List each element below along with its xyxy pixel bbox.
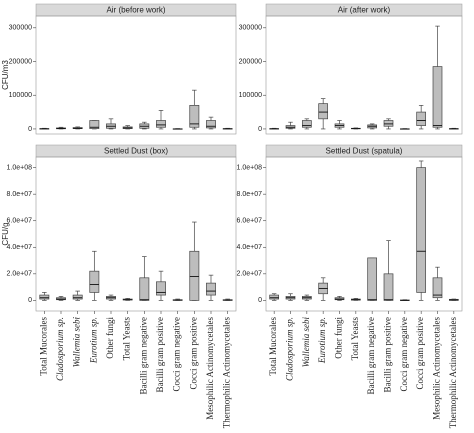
x-tick-label: Total Mucorales <box>268 317 278 376</box>
plot-frame <box>265 156 463 312</box>
x-tick-label: Bacilli gram negative <box>366 317 376 394</box>
x-tick-label: Eurotium sp. <box>317 317 327 364</box>
y-tick-label: 8.0e+07 <box>237 191 263 198</box>
box <box>89 120 100 129</box>
box <box>416 111 427 126</box>
y-tick-label: 200000 <box>239 58 262 65</box>
y-tick-label: 1.0e+08 <box>7 164 33 171</box>
x-tick-label: Total Yeasts <box>350 317 360 361</box>
x-tick-label: Wallemia sebi <box>72 317 82 368</box>
x-tick-label: Bacilli gram positive <box>383 317 393 393</box>
box <box>89 270 100 293</box>
box <box>189 104 200 128</box>
x-tick-label: Cocci gram negative <box>399 317 409 391</box>
box <box>156 281 166 296</box>
panel-title: Settled Dust (spatula) <box>326 147 403 156</box>
x-tick-label: Total Mucorales <box>38 317 48 376</box>
x-tick-label: Cladosporium sp. <box>285 317 295 381</box>
y-tick-label: 2.0e+07 <box>7 271 33 278</box>
box <box>206 282 216 296</box>
x-tick-label: Bacilli gram positive <box>155 317 165 393</box>
x-tick-label: Mesophilic Actinomycetales <box>205 317 215 420</box>
y-tick-label: 0 <box>28 297 32 304</box>
y-tick-label: 100000 <box>9 92 32 99</box>
box <box>383 120 394 127</box>
box <box>189 250 200 301</box>
y-tick-label: 4.0e+07 <box>237 244 263 251</box>
box <box>269 294 280 300</box>
y-tick-label: 0 <box>258 126 262 133</box>
x-tick-label: Other fungi <box>105 317 115 359</box>
box <box>416 167 427 293</box>
x-tick-label: Mesophilic Actinomycetales <box>432 317 442 420</box>
panel-title: Settled Dust (box) <box>104 147 168 156</box>
y-tick-label: 300000 <box>239 25 262 32</box>
box <box>72 294 83 300</box>
x-tick-label: Thermophilic Actinomycetales <box>448 317 458 429</box>
x-tick-label: Cladosporium sp. <box>55 317 65 381</box>
box <box>432 277 443 299</box>
x-tick-label: Cocci gram positive <box>188 317 198 389</box>
plot-frame <box>35 156 237 312</box>
x-tick-label: Eurotium sp. <box>88 317 98 364</box>
x-tick-label: Wallemia sebi <box>301 317 311 368</box>
x-tick-label: Bacilli gram negative <box>138 317 148 394</box>
y-tick-label: 6.0e+07 <box>237 218 263 225</box>
x-tick-label: Total Yeasts <box>122 317 132 361</box>
panel-title: Air (before work) <box>106 6 165 15</box>
y-axis-label: CFU/m3 <box>1 60 10 90</box>
y-tick-label: 1.0e+08 <box>237 164 263 171</box>
y-tick-label: 6.0e+07 <box>7 218 33 225</box>
box <box>156 120 166 128</box>
x-tick-label: Cocci gram positive <box>415 317 425 389</box>
y-tick-label: 0 <box>28 126 32 133</box>
box <box>206 120 216 129</box>
box <box>383 273 394 301</box>
y-tick-label: 300000 <box>9 25 32 32</box>
box <box>367 257 378 301</box>
box <box>301 120 312 128</box>
y-tick-label: 100000 <box>239 92 262 99</box>
x-tick-label: Other fungi <box>334 317 344 359</box>
y-tick-label: 8.0e+07 <box>7 191 33 198</box>
y-tick-label: 4.0e+07 <box>7 244 33 251</box>
y-tick-label: 2.0e+07 <box>237 271 263 278</box>
x-tick-label: Thermophilic Actinomycetales <box>222 317 232 429</box>
panel-title: Air (after work) <box>338 6 391 15</box>
box <box>318 103 329 120</box>
box <box>139 277 150 301</box>
box <box>432 66 443 128</box>
x-tick-label: Cocci gram negative <box>172 317 182 391</box>
y-tick-label: 200000 <box>9 58 32 65</box>
plot-frame <box>265 15 463 135</box>
y-axis-label: CFU/g <box>1 222 10 245</box>
y-tick-label: 0 <box>258 297 262 304</box>
plot-frame <box>35 15 237 135</box>
box <box>39 294 50 300</box>
